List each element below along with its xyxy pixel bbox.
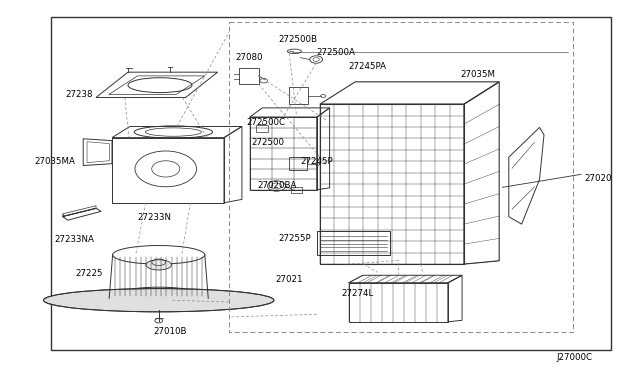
Bar — [51, 17, 611, 350]
Text: 272500B: 272500B — [278, 35, 317, 44]
Bar — [291, 187, 302, 193]
Text: 27021: 27021 — [275, 275, 303, 283]
Text: 27035MA: 27035MA — [35, 157, 76, 166]
Text: 27233N: 27233N — [138, 213, 172, 222]
Bar — [256, 125, 268, 132]
Text: 27035M: 27035M — [461, 70, 496, 79]
Text: 27080: 27080 — [236, 53, 263, 62]
Text: 27225: 27225 — [75, 269, 102, 278]
Text: 27255P: 27255P — [278, 234, 311, 243]
Text: 272500: 272500 — [252, 138, 285, 147]
Text: 27010B: 27010B — [154, 327, 187, 336]
Text: 272500A: 272500A — [317, 48, 356, 57]
Text: 27020: 27020 — [584, 174, 612, 183]
Bar — [289, 87, 308, 104]
Ellipse shape — [44, 289, 274, 312]
Text: 27233NA: 27233NA — [54, 235, 94, 244]
Bar — [289, 157, 307, 170]
Text: 27020BA: 27020BA — [257, 181, 297, 190]
Text: 27274L: 27274L — [341, 289, 373, 298]
Text: J27000C: J27000C — [557, 353, 593, 362]
Text: 272500C: 272500C — [246, 118, 285, 127]
Text: 27245P: 27245P — [301, 157, 333, 166]
Bar — [239, 68, 259, 84]
Text: 27245PA: 27245PA — [349, 62, 387, 71]
Ellipse shape — [146, 260, 172, 270]
Text: 27238: 27238 — [65, 90, 93, 99]
